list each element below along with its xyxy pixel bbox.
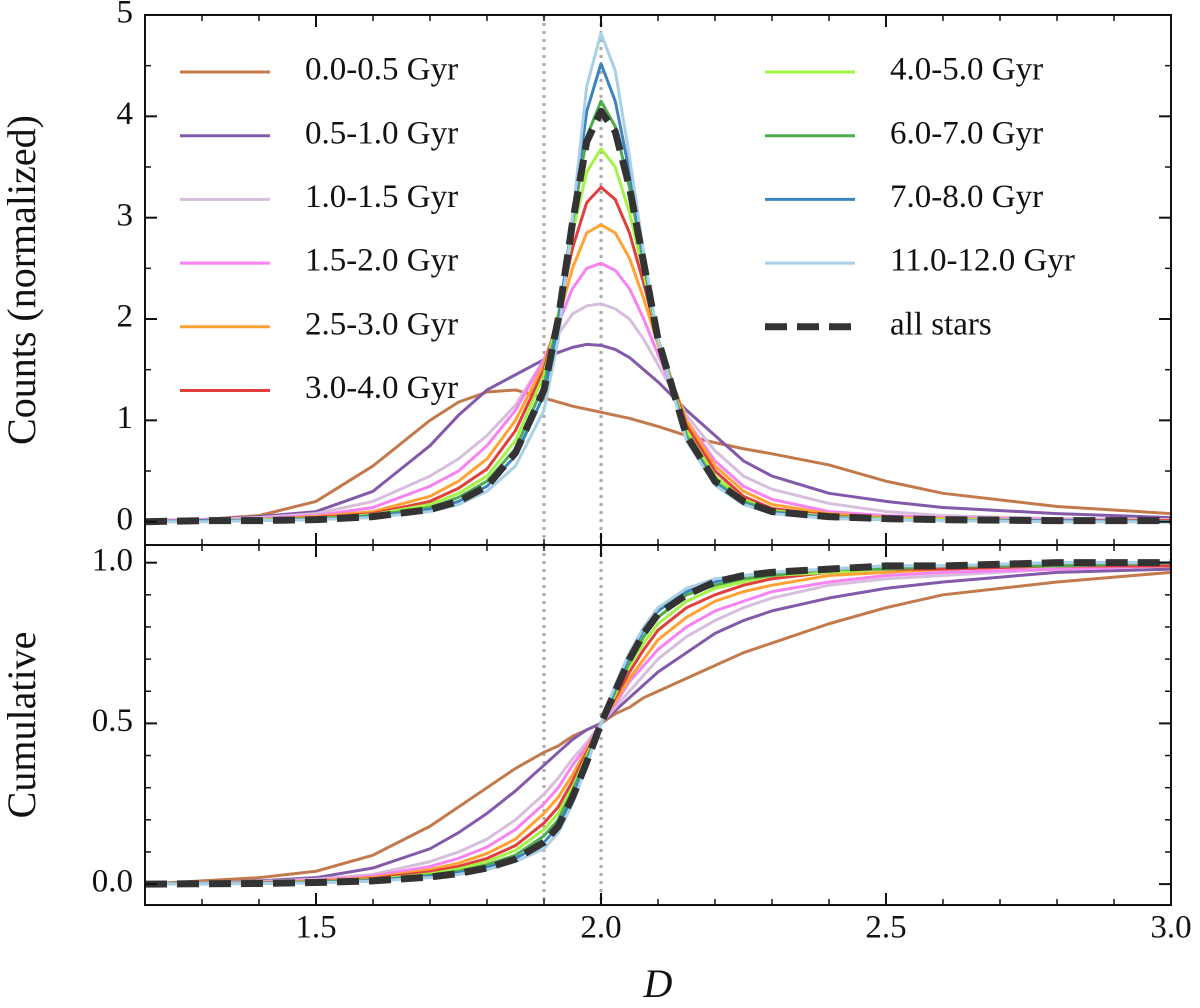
x-tick-label: 1.5	[295, 910, 336, 946]
legend-label: 3.0-4.0 Gyr	[305, 370, 458, 406]
legend-label: 1.5-2.0 Gyr	[305, 243, 458, 279]
legend-label: 2.5-3.0 Gyr	[305, 306, 458, 342]
legend-label: 0.5-1.0 Gyr	[305, 115, 458, 151]
series-line	[145, 564, 1171, 886]
series-line	[145, 261, 1171, 523]
series-line	[145, 561, 1171, 886]
x-axis-label: D	[643, 961, 673, 1006]
legend-label: 4.0-5.0 Gyr	[890, 52, 1043, 88]
x-tick-label: 2.0	[580, 910, 621, 946]
plot-frame	[144, 14, 1172, 546]
y-tick-label: 3	[117, 197, 134, 233]
y-tick-label: 4	[117, 96, 134, 132]
legend-label: 11.0-12.0 Gyr	[890, 243, 1075, 279]
legend-label: 1.0-1.5 Gyr	[305, 179, 458, 215]
legend-label: 6.0-7.0 Gyr	[890, 115, 1043, 151]
series-line	[145, 564, 1171, 886]
y-tick-label: 5	[117, 0, 134, 31]
legend-label: all stars	[890, 306, 992, 342]
series-line	[145, 561, 1171, 886]
y-tick-label: 1.0	[92, 542, 133, 578]
x-tick-label: 3.0	[1150, 910, 1191, 946]
series-group	[145, 559, 1171, 888]
series-line	[145, 564, 1171, 886]
series-line	[145, 31, 1171, 524]
y-tick-label: 2	[117, 299, 134, 335]
y-axis-label: Counts (normalized)	[0, 115, 44, 445]
y-tick-label: 0.0	[92, 864, 133, 900]
series-line	[145, 342, 1171, 523]
y-tick-label: 0.5	[92, 703, 133, 739]
y-tick-label: 0	[117, 501, 134, 537]
series-line	[145, 107, 1171, 526]
x-tick-label: 2.5	[865, 910, 906, 946]
y-tick-label: 1	[117, 400, 134, 436]
series-line	[145, 302, 1171, 523]
series-group	[145, 31, 1171, 526]
legend-label: 0.0-0.5 Gyr	[305, 52, 458, 88]
series-line	[145, 388, 1171, 523]
plot-frame	[144, 544, 1172, 906]
series-line	[145, 223, 1171, 524]
legend-label: 7.0-8.0 Gyr	[890, 179, 1043, 215]
series-line	[145, 99, 1171, 524]
y-axis-label: Cumulative	[0, 632, 44, 819]
series-line	[145, 564, 1171, 886]
